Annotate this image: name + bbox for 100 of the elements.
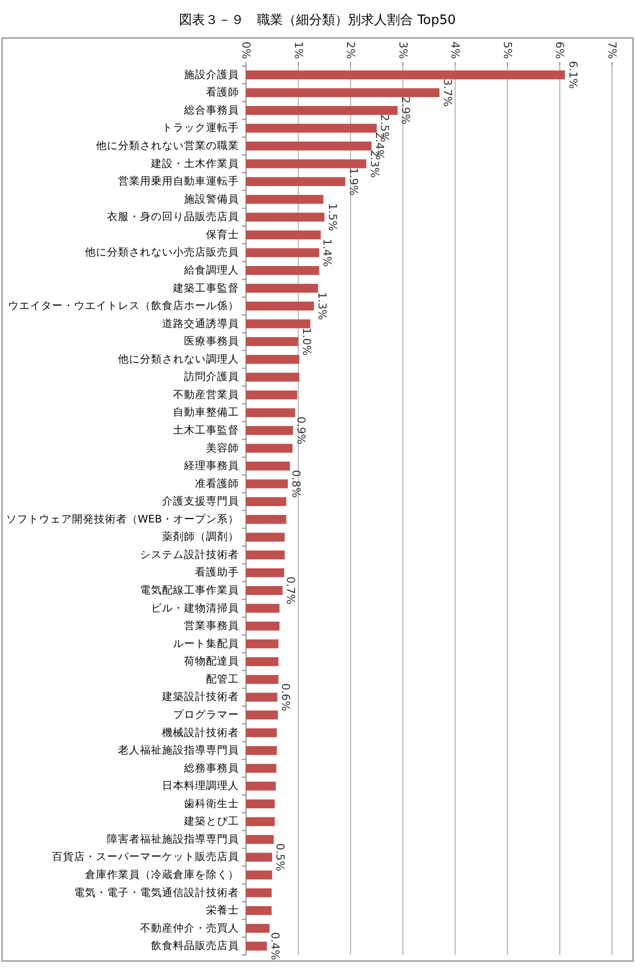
- x-tick-label: 6%: [553, 42, 566, 59]
- bar: [246, 159, 366, 168]
- y-tick-label: 建築とび工: [183, 814, 239, 828]
- bar: [246, 266, 320, 275]
- bar: [246, 390, 298, 400]
- bar: [246, 568, 284, 578]
- y-tick-label: ウエイター・ウエイトレス（飲食店ホール係）: [8, 299, 239, 312]
- bar: [246, 942, 267, 951]
- bar: [246, 764, 276, 773]
- bar: [246, 319, 310, 328]
- y-tick-label: 衣服・身の回り品販売店員: [107, 210, 239, 224]
- y-tick-label: 総合事務員: [183, 103, 239, 116]
- data-label: 0.5%: [274, 843, 287, 872]
- bar: [246, 70, 565, 80]
- y-tick-label: システム設計技術者: [140, 548, 239, 561]
- bar: [246, 142, 372, 150]
- bar: [246, 408, 296, 418]
- bar: [246, 639, 278, 648]
- data-label: 3.7%: [440, 78, 454, 107]
- y-tick-label: 他に分類されない小売店販売員: [85, 246, 239, 259]
- data-label: 0.8%: [289, 470, 302, 498]
- y-tick-label: 倉庫作業員（冷蔵倉庫を除く）: [85, 868, 239, 881]
- bar: [246, 550, 285, 560]
- bar: [246, 888, 272, 898]
- bar: [246, 586, 283, 595]
- y-tick-label: 百貨店・スーパーマーケット販売店員: [52, 850, 239, 864]
- y-tick-label: 総務事務員: [183, 761, 239, 774]
- data-label: 0.7%: [284, 576, 298, 604]
- y-tick-label: 歯科衛生士: [184, 796, 239, 810]
- y-tick-label: 不動産仲介・売買人: [140, 921, 239, 934]
- bar: [246, 194, 324, 204]
- bar: [246, 674, 278, 684]
- bar: [246, 88, 440, 98]
- x-tick-label: 1%: [292, 42, 305, 59]
- y-tick-label: 電気・電子・電気通信設計技術者: [74, 886, 239, 899]
- y-tick-label: ソフトウェア開発技術者（WEB・オープン系）: [6, 512, 239, 526]
- bar: [246, 354, 300, 364]
- bar: [246, 497, 286, 506]
- y-tick-label: 不動産営業員: [173, 388, 239, 401]
- bar: [246, 604, 280, 613]
- y-tick-label: 他に分類されない営業の職業: [96, 139, 239, 152]
- x-tick-label: 4%: [448, 42, 462, 59]
- y-tick-label: 電気配線工事作業員: [140, 584, 239, 597]
- bar: [246, 479, 288, 488]
- data-label: 1.4%: [320, 238, 334, 267]
- bar: [246, 746, 277, 755]
- data-label: 0.9%: [294, 416, 308, 444]
- bar: [246, 782, 276, 791]
- bar: [246, 710, 278, 720]
- data-label: 1.3%: [315, 292, 328, 320]
- bar: [246, 177, 346, 186]
- y-tick-label: 自動車整備工: [173, 406, 239, 419]
- bar: [246, 230, 321, 240]
- bar: [246, 834, 274, 844]
- bar: [246, 532, 285, 542]
- bar: [246, 906, 272, 915]
- y-tick-label: 荷物配達員: [184, 654, 239, 668]
- bar: [246, 817, 275, 826]
- bar: [246, 124, 377, 133]
- bar: [246, 870, 272, 880]
- bar: [246, 657, 278, 666]
- data-label: 0.4%: [268, 932, 282, 960]
- y-tick-label: 土木工事監督: [173, 423, 239, 436]
- y-tick-label: 配管工: [206, 673, 239, 686]
- x-tick-label: 7%: [606, 42, 618, 59]
- bar: [246, 692, 278, 702]
- bar: [246, 284, 318, 293]
- y-tick-label: 営業事務員: [184, 619, 239, 632]
- data-label: 0.6%: [278, 683, 292, 712]
- data-label: 1.5%: [326, 203, 339, 232]
- y-tick-label: 飲食料品販売店員: [151, 939, 239, 952]
- bar: [246, 924, 270, 933]
- y-tick-label: 給食調理人: [183, 263, 239, 276]
- y-tick-label: 機械設計技術者: [162, 726, 239, 739]
- y-tick-label: 施設介護員: [184, 68, 239, 81]
- bar: [246, 852, 272, 862]
- bar: [246, 372, 300, 382]
- y-tick-label: 医療事務員: [184, 334, 239, 348]
- y-tick-label: 経理事務員: [183, 459, 239, 472]
- y-tick-label: 栄養士: [206, 904, 239, 917]
- y-tick-label: 薬剤師（調剤）: [162, 530, 239, 544]
- y-tick-label: 道路交通誘導員: [162, 316, 239, 330]
- bar: [246, 426, 294, 435]
- data-label: 1.9%: [346, 168, 360, 196]
- y-tick-label: 看護師: [206, 86, 239, 99]
- y-tick-label: 障害者福祉施設指導専門員: [107, 832, 239, 846]
- bar: [246, 799, 275, 808]
- y-tick-label: 日本料理調理人: [162, 779, 239, 792]
- x-tick-label: 0%: [240, 42, 252, 59]
- y-tick-label: プログラマー: [173, 708, 239, 721]
- y-tick-label: 建設・土木作業員: [150, 156, 239, 170]
- y-tick-label: 建築工事監督: [172, 281, 239, 294]
- y-tick-label: 准看護師: [195, 476, 239, 490]
- y-tick-label: 訪問介護員: [184, 370, 239, 384]
- y-tick-label: 保育士: [206, 228, 239, 241]
- data-label: 1.0%: [300, 328, 313, 356]
- bar: [246, 444, 293, 453]
- y-tick-label: 施設警備員: [184, 192, 239, 206]
- bar: [246, 622, 280, 631]
- bar: [246, 728, 277, 738]
